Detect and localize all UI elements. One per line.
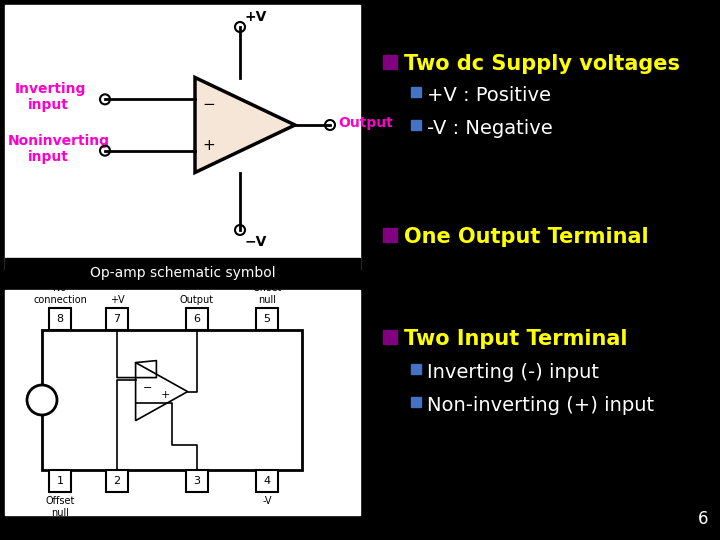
- Text: -V : Negative: -V : Negative: [427, 119, 553, 138]
- Text: Noninverting: Noninverting: [8, 133, 110, 147]
- Bar: [49, 470, 71, 492]
- Text: -V: -V: [262, 496, 271, 506]
- Text: One Output Terminal: One Output Terminal: [404, 227, 649, 247]
- Text: +V: +V: [245, 10, 267, 24]
- Text: +V: +V: [109, 295, 125, 305]
- Bar: [411, 120, 421, 130]
- Text: No
connection: No connection: [33, 284, 87, 305]
- Bar: [411, 397, 421, 407]
- Bar: [383, 330, 397, 344]
- Text: +: +: [202, 138, 215, 153]
- Bar: [383, 55, 397, 69]
- Bar: [49, 308, 71, 330]
- Text: Inverting: Inverting: [15, 82, 86, 96]
- Polygon shape: [195, 78, 295, 172]
- Text: −V: −V: [245, 235, 267, 249]
- Bar: [186, 470, 208, 492]
- Text: Op-amp schematic symbol: Op-amp schematic symbol: [90, 266, 275, 280]
- Text: 5: 5: [264, 314, 271, 324]
- Bar: [186, 308, 208, 330]
- Text: −: −: [143, 383, 153, 393]
- Bar: [42, 330, 302, 470]
- Text: Output: Output: [338, 116, 392, 130]
- Text: +: +: [161, 389, 171, 400]
- Text: 2: 2: [114, 476, 120, 486]
- Bar: [383, 228, 397, 242]
- Bar: [5, 290, 360, 515]
- Text: 7: 7: [114, 314, 120, 324]
- Bar: [411, 364, 421, 374]
- Text: Offset
null: Offset null: [252, 284, 282, 305]
- Text: 3: 3: [194, 476, 200, 486]
- Text: Non-inverting (+) input: Non-inverting (+) input: [427, 396, 654, 415]
- Bar: [5, 5, 360, 270]
- Text: Two Input Terminal: Two Input Terminal: [404, 329, 628, 349]
- Text: −: −: [202, 97, 215, 112]
- Text: Offset
null: Offset null: [45, 496, 75, 518]
- Text: 6: 6: [698, 510, 708, 528]
- Text: +V : Positive: +V : Positive: [427, 86, 551, 105]
- Bar: [411, 87, 421, 97]
- Text: Two dc Supply voltages: Two dc Supply voltages: [404, 54, 680, 74]
- Polygon shape: [135, 362, 188, 421]
- Bar: [256, 308, 278, 330]
- Text: input: input: [28, 98, 69, 112]
- Text: Inverting (-) input: Inverting (-) input: [427, 363, 599, 382]
- Circle shape: [27, 385, 57, 415]
- Text: 4: 4: [264, 476, 271, 486]
- Bar: [106, 470, 128, 492]
- Text: 1: 1: [56, 476, 63, 486]
- Text: input: input: [28, 150, 69, 164]
- Text: Output: Output: [180, 295, 214, 305]
- Bar: [106, 308, 128, 330]
- Text: 8: 8: [56, 314, 63, 324]
- Bar: [256, 470, 278, 492]
- Bar: [5, 258, 360, 288]
- Text: 6: 6: [194, 314, 200, 324]
